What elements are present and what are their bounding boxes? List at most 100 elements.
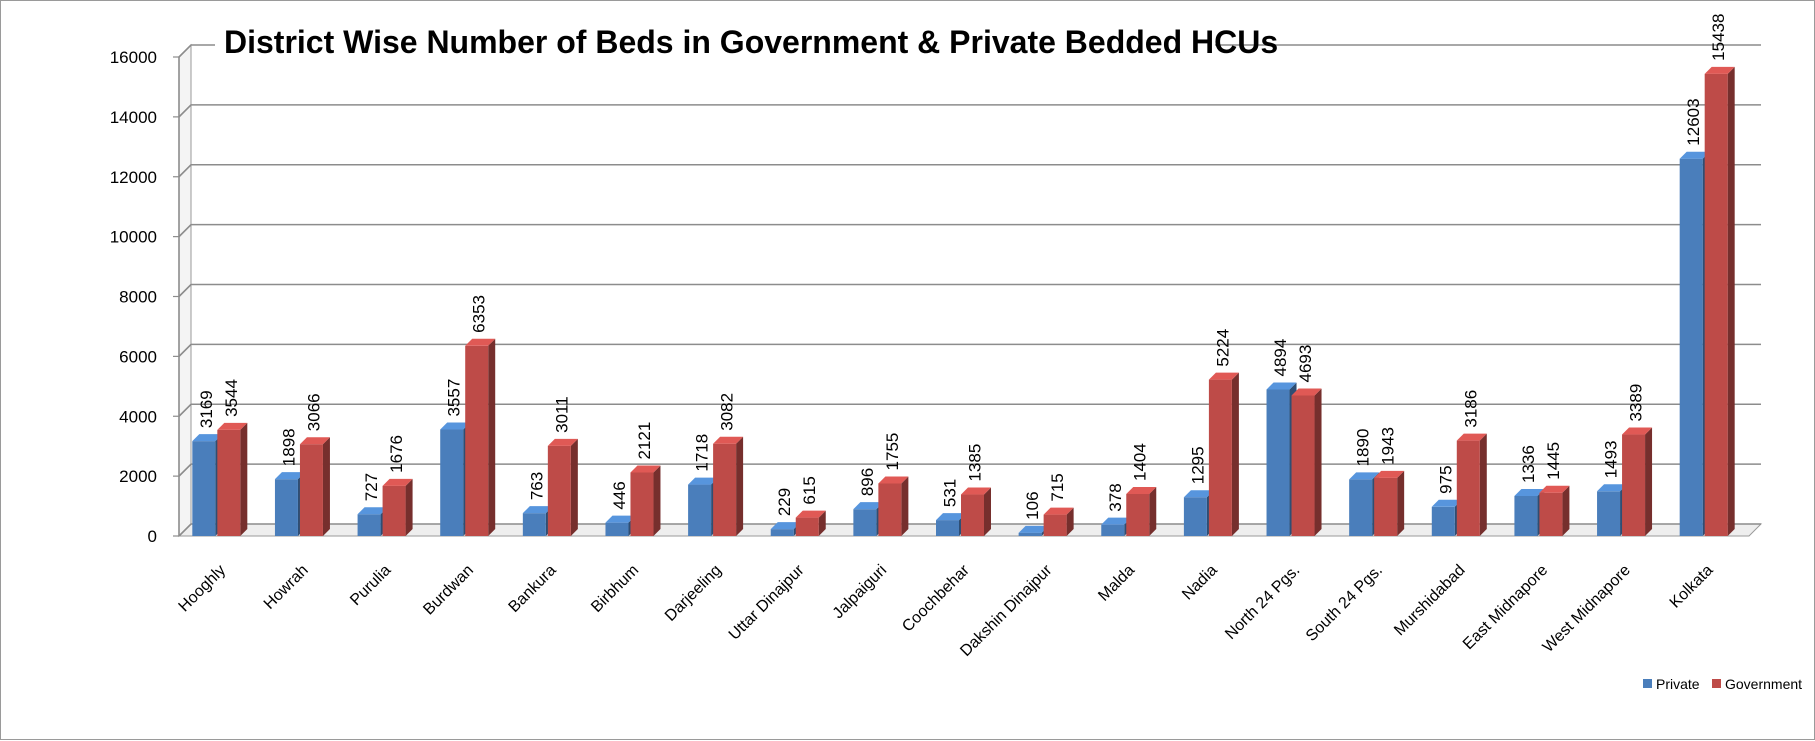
data-label-government-18: 15438 <box>1709 14 1728 61</box>
y-tick-label: 0 <box>148 527 157 546</box>
category-label: Coochbehar <box>899 561 973 635</box>
data-label-private-5: 446 <box>610 481 629 509</box>
data-label-private-8: 896 <box>858 468 877 496</box>
data-label-government-3: 6353 <box>470 295 489 333</box>
y-tick-label: 8000 <box>119 288 157 307</box>
data-label-private-6: 1718 <box>693 434 712 472</box>
y-tick-label: 10000 <box>110 228 157 247</box>
category-label: Burdwan <box>420 562 477 619</box>
gridline <box>178 343 1761 357</box>
bar-government-1 <box>299 437 330 536</box>
bar-government-3 <box>465 338 496 536</box>
gridline <box>178 104 1761 118</box>
bar-government-10 <box>1043 507 1074 536</box>
data-label-government-10: 715 <box>1048 473 1067 501</box>
category-label: East Midnapore <box>1460 562 1551 653</box>
category-label: Murshidabad <box>1391 562 1468 639</box>
legend-label-private: Private <box>1656 676 1700 692</box>
bar-government-4 <box>547 438 578 536</box>
category-label: Purulia <box>347 562 394 609</box>
data-label-government-4: 3011 <box>552 396 571 433</box>
legend-swatch-private <box>1643 679 1652 688</box>
bar-government-18 <box>1704 66 1735 536</box>
data-label-government-0: 3544 <box>222 379 241 417</box>
legend-label-government: Government <box>1725 676 1802 692</box>
y-tick-label: 12000 <box>110 168 157 187</box>
y-tick-label: 2000 <box>119 467 157 486</box>
data-label-private-4: 763 <box>527 472 546 500</box>
category-label: Malda <box>1095 562 1138 605</box>
bar-government-8 <box>878 476 909 536</box>
data-label-private-16: 1336 <box>1519 445 1538 483</box>
data-label-private-13: 4894 <box>1271 339 1290 377</box>
category-label: Bankura <box>506 562 560 616</box>
bar-government-0 <box>217 422 248 536</box>
bar-government-5 <box>630 465 661 536</box>
data-label-government-13: 4693 <box>1296 345 1315 383</box>
bar-government-16 <box>1539 485 1570 536</box>
data-label-private-18: 12603 <box>1684 98 1703 145</box>
data-label-government-12: 5224 <box>1213 329 1232 367</box>
category-label: South 24 Pgs. <box>1303 562 1386 645</box>
y-tick-label: 4000 <box>119 407 157 426</box>
category-label: North 24 Pgs. <box>1222 562 1303 643</box>
data-label-private-17: 1493 <box>1602 440 1621 478</box>
bar-government-12 <box>1208 372 1239 536</box>
title-backdrop <box>215 19 1215 69</box>
data-label-government-11: 1404 <box>1131 443 1150 481</box>
category-label: Darjeeling <box>662 562 725 625</box>
data-label-private-1: 1898 <box>279 428 298 466</box>
category-label: Kolkata <box>1667 562 1717 612</box>
data-label-government-14: 1943 <box>1379 427 1398 465</box>
legend: Private Government <box>1643 676 1802 692</box>
data-label-government-15: 3186 <box>1461 390 1480 428</box>
category-label: Howrah <box>261 562 312 613</box>
category-label: Jalpaiguri <box>830 562 890 622</box>
bar-government-15 <box>1456 433 1487 536</box>
data-label-government-7: 615 <box>800 476 819 504</box>
data-label-government-17: 3389 <box>1627 384 1646 422</box>
bar-government-11 <box>1126 486 1157 536</box>
category-label: Dakshin Dinajpur <box>957 561 1056 660</box>
data-label-private-15: 975 <box>1436 465 1455 493</box>
bar-government-2 <box>382 478 413 536</box>
gridline <box>178 44 1761 58</box>
y-tick-label: 14000 <box>110 108 157 127</box>
data-label-government-2: 1676 <box>387 435 406 473</box>
category-label: West Midnapore <box>1540 562 1634 656</box>
category-label: Nadia <box>1179 562 1221 604</box>
y-tick-label: 6000 <box>119 347 157 366</box>
data-label-private-0: 3169 <box>197 390 216 428</box>
category-label: Hooghly <box>176 562 230 616</box>
chart-title: District Wise Number of Beds in Governme… <box>224 24 1278 60</box>
gridline <box>178 283 1761 298</box>
data-label-government-9: 1385 <box>966 444 985 482</box>
gridline <box>178 223 1761 238</box>
gridline <box>178 163 1761 178</box>
data-label-government-8: 1755 <box>883 433 902 471</box>
bars <box>192 66 1735 536</box>
y-axis-ticks: 0 2000 4000 6000 8000 10000 12000 14000 16000 <box>110 48 157 546</box>
data-label-private-11: 378 <box>1106 483 1125 511</box>
data-label-government-5: 2121 <box>635 422 654 460</box>
bar-government-17 <box>1622 427 1653 536</box>
data-labels: 3169 3544 1898 3066 727 1676 3557 6353 763 3011 44… <box>197 14 1728 520</box>
data-label-government-16: 1445 <box>1544 442 1563 480</box>
legend-swatch-government <box>1712 679 1721 688</box>
data-label-private-7: 229 <box>775 488 794 516</box>
bar-government-14 <box>1374 470 1405 536</box>
bar-government-13 <box>1291 388 1322 536</box>
y-tick-label: 16000 <box>110 48 157 67</box>
bar-private-5 <box>605 515 636 536</box>
category-label: Birbhum <box>588 562 642 616</box>
data-label-private-9: 531 <box>941 479 960 507</box>
bar-government-6 <box>713 436 744 536</box>
data-label-private-3: 3557 <box>445 379 464 417</box>
data-label-government-6: 3082 <box>718 393 737 431</box>
data-label-private-14: 1890 <box>1354 429 1373 467</box>
data-label-government-1: 3066 <box>304 393 323 431</box>
data-label-private-12: 1295 <box>1188 446 1207 484</box>
category-label: Uttar Dinajpur <box>726 561 808 643</box>
